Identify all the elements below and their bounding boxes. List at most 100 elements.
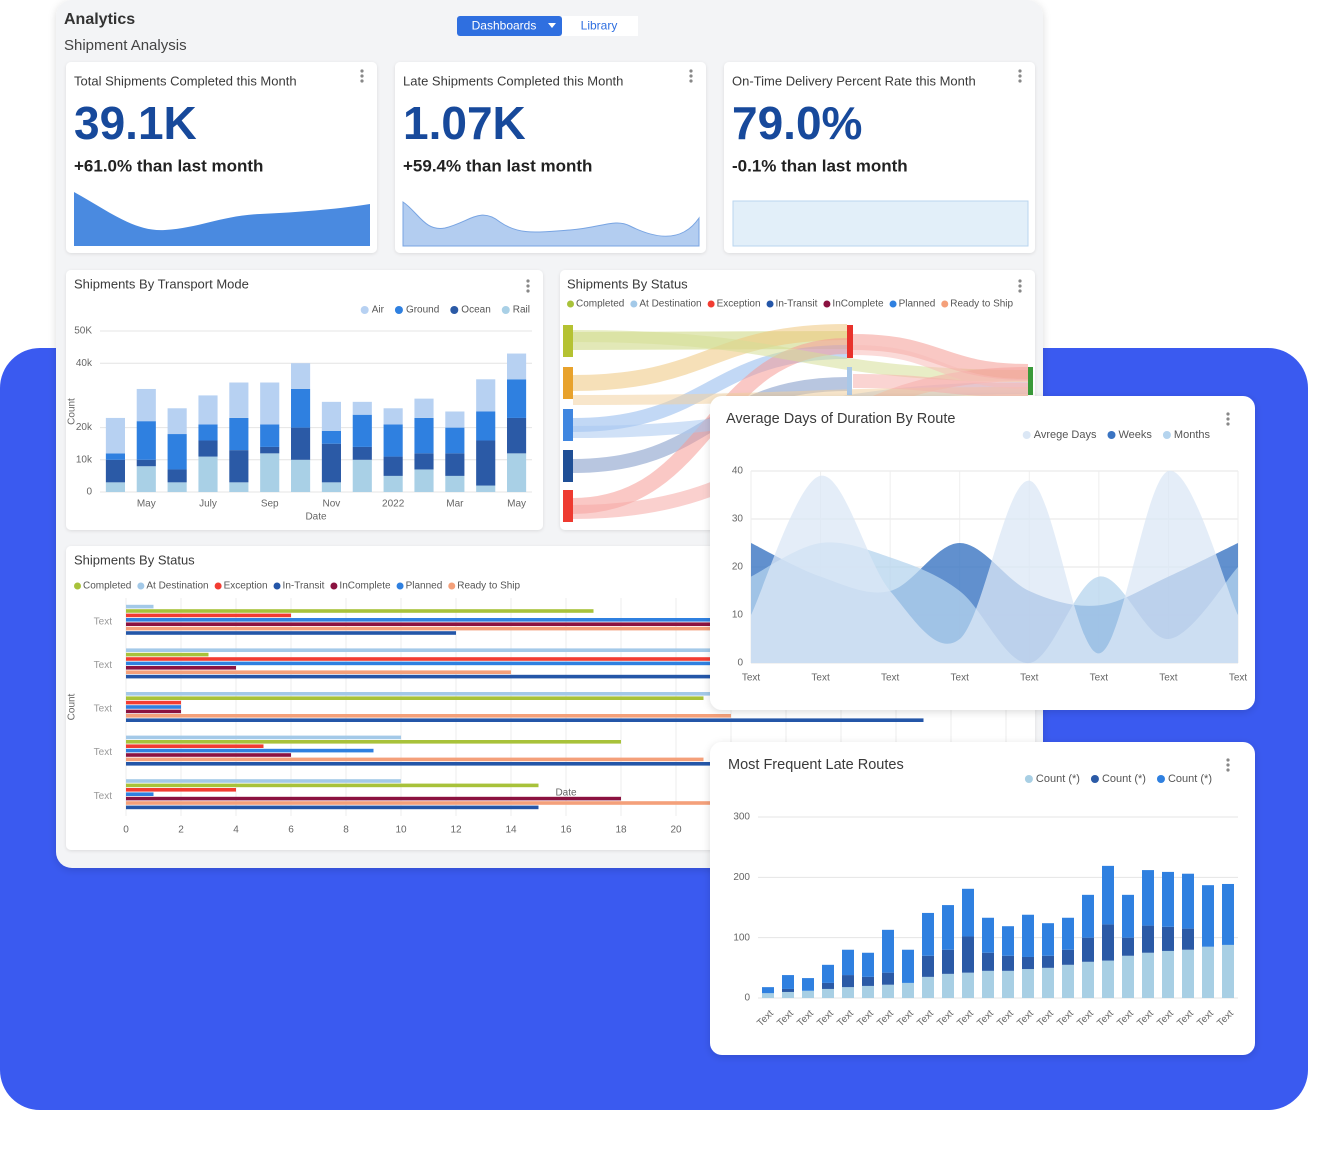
bar-segment	[136, 466, 156, 492]
bar-segment	[476, 411, 496, 441]
bar-segment	[802, 990, 814, 998]
bar	[126, 788, 236, 792]
bar-segment	[1042, 967, 1054, 998]
legend-label: Ready to Ship	[950, 299, 1013, 310]
legend-marker	[450, 306, 459, 314]
y-tick-label: 100	[733, 932, 750, 943]
bar-segment	[822, 964, 834, 983]
bar-segment	[1102, 865, 1114, 925]
x-tick-label: 20	[670, 825, 682, 836]
x-tick-label: 12	[450, 825, 462, 836]
card	[66, 62, 377, 253]
menu-dot	[1018, 279, 1022, 283]
x-tick-label: 4	[233, 825, 239, 836]
x-tick-label: Text	[1090, 673, 1109, 684]
legend-label: Rail	[513, 305, 530, 316]
bar	[126, 648, 896, 652]
bar	[126, 757, 704, 762]
bar-segment	[321, 401, 341, 431]
bar-segment	[822, 988, 834, 998]
bar-segment	[321, 443, 341, 483]
bar-segment	[1162, 926, 1174, 951]
sparkline	[402, 201, 700, 247]
bar	[126, 805, 539, 810]
bar-segment	[1062, 964, 1074, 998]
bar-segment	[260, 453, 280, 492]
sparkline	[732, 200, 1029, 247]
bar-segment	[136, 388, 156, 422]
app-title: Analytics	[64, 11, 135, 28]
legend-label: At Destination	[639, 299, 701, 310]
flow	[852, 334, 1029, 380]
x-tick-label: Text	[881, 673, 900, 684]
x-tick-label: 2022	[382, 499, 405, 510]
legend-marker	[396, 582, 404, 590]
bar	[126, 709, 181, 714]
bar-segment	[1122, 955, 1134, 998]
bar	[126, 718, 924, 722]
bar-segment	[782, 988, 794, 992]
legend-label: Ocean	[461, 305, 490, 316]
bar-segment	[922, 976, 934, 998]
bar-segment	[167, 469, 187, 483]
y-tick-label: Text	[94, 616, 113, 627]
tab-label[interactable]: Library	[581, 19, 618, 33]
legend-label: Count (*)	[1168, 773, 1212, 785]
legend-label: Air	[372, 305, 385, 316]
legend-label: Weeks	[1119, 429, 1153, 441]
bar-segment	[1102, 924, 1114, 961]
bar-segment	[902, 949, 914, 983]
bar-segment	[507, 417, 527, 454]
area	[751, 470, 1238, 663]
legend-marker	[1156, 775, 1165, 783]
tab-active[interactable]	[457, 16, 562, 36]
menu-dot	[1018, 79, 1022, 83]
bar-segment	[260, 382, 280, 425]
bar	[126, 609, 594, 613]
legend-label: Planned	[406, 581, 443, 592]
legend-marker	[567, 300, 574, 308]
x-tick-label: 2	[178, 825, 184, 836]
bar	[126, 652, 209, 657]
bar-segment	[260, 446, 280, 454]
legend-label: Ready to Ship	[457, 581, 520, 592]
y-tick-label: 200	[733, 872, 750, 883]
bar-segment	[105, 459, 125, 483]
legend-marker	[501, 306, 510, 314]
bar-segment	[922, 955, 934, 977]
legend-marker	[448, 582, 456, 590]
menu-dot	[1226, 412, 1230, 416]
bar-segment	[842, 949, 854, 976]
chart-title: Average Days of Duration By Route	[726, 411, 955, 427]
bar-segment	[414, 453, 434, 470]
legend-label: In-Transit	[283, 581, 325, 592]
bar-segment	[862, 952, 874, 977]
tab-label[interactable]: Dashboards	[472, 19, 537, 33]
bar	[126, 670, 511, 674]
legend-marker	[766, 300, 774, 308]
bar-segment	[476, 485, 496, 492]
legend-label: InComplete	[339, 581, 391, 592]
bar-segment	[842, 987, 854, 998]
tab-inactive[interactable]	[562, 16, 638, 36]
node	[563, 409, 573, 441]
bar	[126, 714, 731, 718]
x-tick-label: 6	[288, 825, 294, 836]
bar	[126, 796, 621, 801]
kpi-change: +59.4% than last month	[403, 156, 592, 175]
legend-label: Count (*)	[1102, 773, 1146, 785]
dropdown-caret[interactable]	[548, 23, 556, 28]
bar-segment	[1042, 923, 1054, 956]
legend-marker	[630, 300, 638, 308]
bar-segment	[198, 456, 218, 492]
menu-dot	[689, 69, 693, 73]
bar	[126, 666, 236, 670]
bar-segment	[383, 424, 403, 457]
bar-segment	[942, 973, 954, 998]
bar-segment	[1222, 883, 1234, 945]
bar-segment	[383, 475, 403, 492]
menu-dot	[526, 279, 530, 283]
bar	[126, 618, 814, 622]
bar-segment	[1002, 970, 1014, 998]
